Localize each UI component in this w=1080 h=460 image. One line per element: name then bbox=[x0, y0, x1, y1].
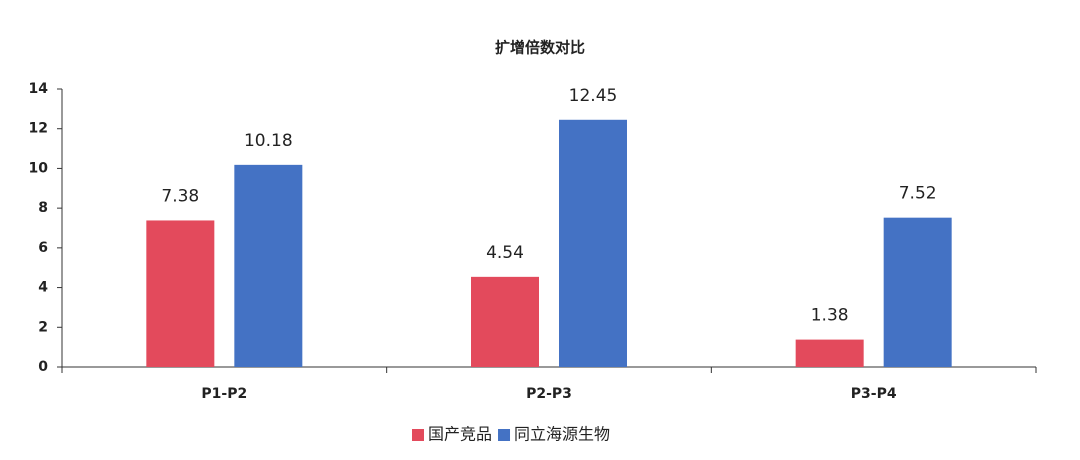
data-label: 10.18 bbox=[244, 131, 293, 151]
y-tick-label: 6 bbox=[38, 240, 48, 256]
y-tick-label: 10 bbox=[29, 160, 49, 176]
bar bbox=[795, 339, 864, 367]
legend-swatch bbox=[412, 429, 424, 441]
y-tick-label: 8 bbox=[38, 200, 48, 216]
bar bbox=[146, 220, 215, 367]
bar bbox=[559, 119, 627, 368]
legend-swatch bbox=[498, 429, 511, 441]
chart-title: 扩增倍数对比 bbox=[495, 39, 585, 57]
y-tick-label: 4 bbox=[38, 280, 48, 296]
y-tick-label: 2 bbox=[38, 319, 48, 335]
legend-label: 同立海源生物 bbox=[514, 425, 610, 444]
x-tick-label: P3-P4 bbox=[851, 386, 897, 402]
y-tick-label: 14 bbox=[29, 81, 49, 97]
bar bbox=[234, 164, 303, 367]
y-tick-label: 0 bbox=[38, 359, 48, 375]
x-tick-label: P2-P3 bbox=[526, 386, 572, 402]
bar bbox=[883, 217, 952, 367]
data-label: 1.38 bbox=[811, 306, 849, 326]
legend-label: 国产竞品 bbox=[428, 425, 492, 444]
data-label: 7.52 bbox=[899, 184, 937, 204]
y-tick-label: 12 bbox=[29, 121, 48, 137]
data-label: 12.45 bbox=[569, 86, 618, 106]
data-label: 7.38 bbox=[161, 186, 199, 206]
x-tick-label: P1-P2 bbox=[201, 386, 247, 402]
bar bbox=[471, 276, 539, 367]
data-label: 4.54 bbox=[486, 243, 524, 263]
